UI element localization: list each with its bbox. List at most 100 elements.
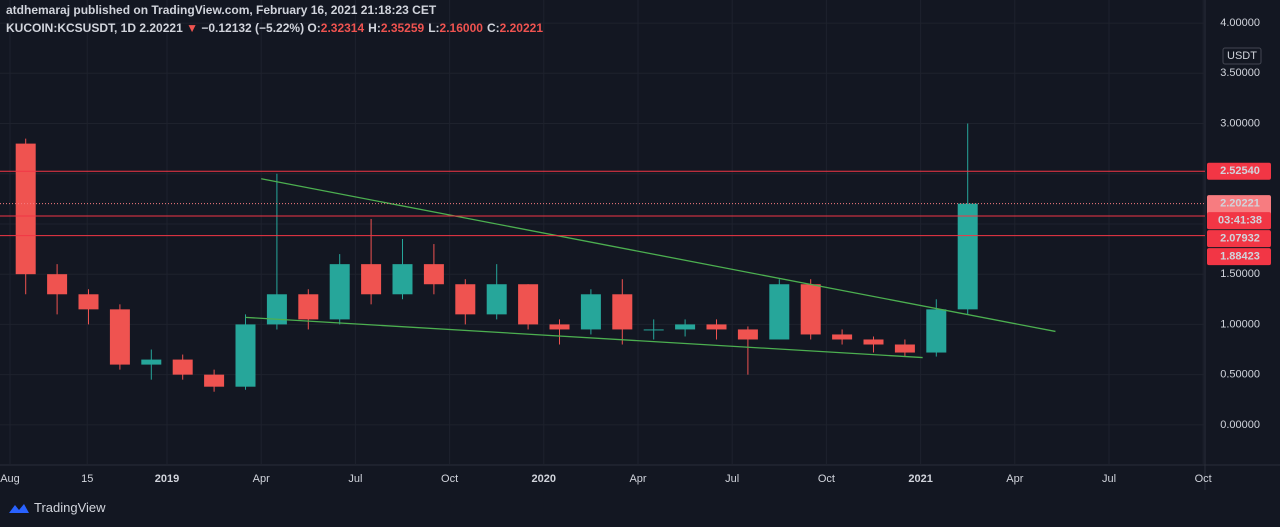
candle-body <box>926 309 947 353</box>
x-tick-label: Apr <box>629 473 646 485</box>
candle <box>109 304 130 370</box>
publisher: atdhemaraj published on TradingView.com,… <box>6 3 436 17</box>
candle-body <box>455 284 476 315</box>
x-tick-label: 2019 <box>155 473 179 485</box>
candle-body <box>612 294 633 330</box>
trendline <box>245 316 923 359</box>
candle <box>47 264 68 315</box>
x-tick-label: Apr <box>253 473 270 485</box>
last: 2.20221 <box>139 21 183 35</box>
candle-body <box>549 324 570 330</box>
price-badge-label: 1.88423 <box>1220 251 1260 263</box>
candle <box>863 336 884 353</box>
candle <box>612 279 633 345</box>
candle-body <box>580 294 601 330</box>
price-badge <box>1207 230 1271 248</box>
x-tick-label: Jul <box>348 473 362 485</box>
x-tick-label: Jul <box>725 473 739 485</box>
y-tick-label: 1.00000 <box>1220 318 1260 330</box>
candle <box>894 339 915 357</box>
legend: KUCOIN:KCSUSDT, 1D 2.20221 ▼ −0.12132 (−… <box>6 21 547 35</box>
price-badge <box>1207 248 1271 266</box>
candle <box>141 349 162 380</box>
arrow: ▼ <box>186 21 198 35</box>
price-badge-label: 2.07932 <box>1220 233 1260 245</box>
candle-body <box>800 284 821 335</box>
ohlc-value: 2.32314 <box>320 21 365 35</box>
candle <box>392 239 413 300</box>
x-tick-label: Oct <box>818 473 835 485</box>
candle <box>800 279 821 340</box>
x-tick-label: Jul <box>1102 473 1116 485</box>
symbol: KUCOIN:KCSUSDT, 1D <box>6 21 137 35</box>
candle-body <box>109 309 130 365</box>
y-tick-label: 3.50000 <box>1220 67 1260 79</box>
ohlc: O:2.32314 H:2.35259 L:2.16000 C:2.20221 <box>307 21 547 35</box>
candle-body <box>957 203 978 310</box>
candle <box>298 289 319 330</box>
change: −0.12132 (−5.22%) <box>201 21 305 35</box>
x-tick-label: 2021 <box>908 473 932 485</box>
ohlc-key: O: <box>307 21 321 35</box>
y-tick-label: 4.00000 <box>1220 17 1260 29</box>
candle-body <box>235 324 256 387</box>
y-tick-label: 3.00000 <box>1220 117 1260 129</box>
candle <box>643 319 664 340</box>
candle <box>675 319 696 337</box>
candle-body <box>392 264 413 295</box>
x-tick-label: Oct <box>1195 473 1212 485</box>
candle-body <box>266 294 287 325</box>
y-tick-label: 1.50000 <box>1220 268 1260 280</box>
candle <box>204 369 225 392</box>
candle-body <box>737 329 758 340</box>
candle-body <box>675 324 696 330</box>
x-tick-label: 15 <box>81 473 93 485</box>
countdown: 03:41:38 <box>1218 215 1262 227</box>
candle <box>549 319 570 345</box>
publisher-text: atdhemaraj published on TradingView.com,… <box>6 3 437 17</box>
candle-body <box>769 284 790 340</box>
trendline <box>261 178 1056 333</box>
candle-body <box>832 334 853 340</box>
candle <box>423 244 444 295</box>
candle <box>706 319 727 340</box>
countdown-bg <box>1207 212 1271 230</box>
price-badge-label: 2.52540 <box>1220 165 1260 177</box>
candle-body <box>78 294 99 310</box>
candle <box>832 329 853 345</box>
candle <box>518 284 539 330</box>
candle <box>769 279 790 340</box>
candle <box>486 264 507 320</box>
candle <box>266 173 287 330</box>
footer[interactable]: TradingView <box>8 500 106 515</box>
candle-body <box>486 284 507 315</box>
brand: TradingView <box>34 500 106 515</box>
ohlc-key: L: <box>428 21 440 35</box>
price-badge <box>1207 162 1271 180</box>
candle-body <box>141 359 162 365</box>
logo <box>9 503 29 513</box>
candle-body <box>15 143 36 275</box>
candle-body <box>894 344 915 353</box>
ohlc-value: 2.35259 <box>380 21 425 35</box>
unit-box <box>1222 47 1262 65</box>
x-tick-label: Apr <box>1006 473 1023 485</box>
candle-body <box>204 374 225 387</box>
candle <box>737 326 758 375</box>
candle-body <box>706 324 727 330</box>
ohlc-value: 2.16000 <box>439 21 483 35</box>
ohlc-key: H: <box>368 21 381 35</box>
candle-body <box>47 274 68 295</box>
candle-body <box>329 264 350 320</box>
candle <box>78 289 99 325</box>
candle-body <box>643 329 664 331</box>
candle <box>329 254 350 325</box>
candle-body <box>863 339 884 345</box>
candle-body <box>298 294 319 320</box>
y-axis-unit: USDT <box>1227 50 1257 62</box>
candle <box>455 279 476 325</box>
candle <box>235 314 256 390</box>
ohlc-key: C: <box>486 21 500 35</box>
